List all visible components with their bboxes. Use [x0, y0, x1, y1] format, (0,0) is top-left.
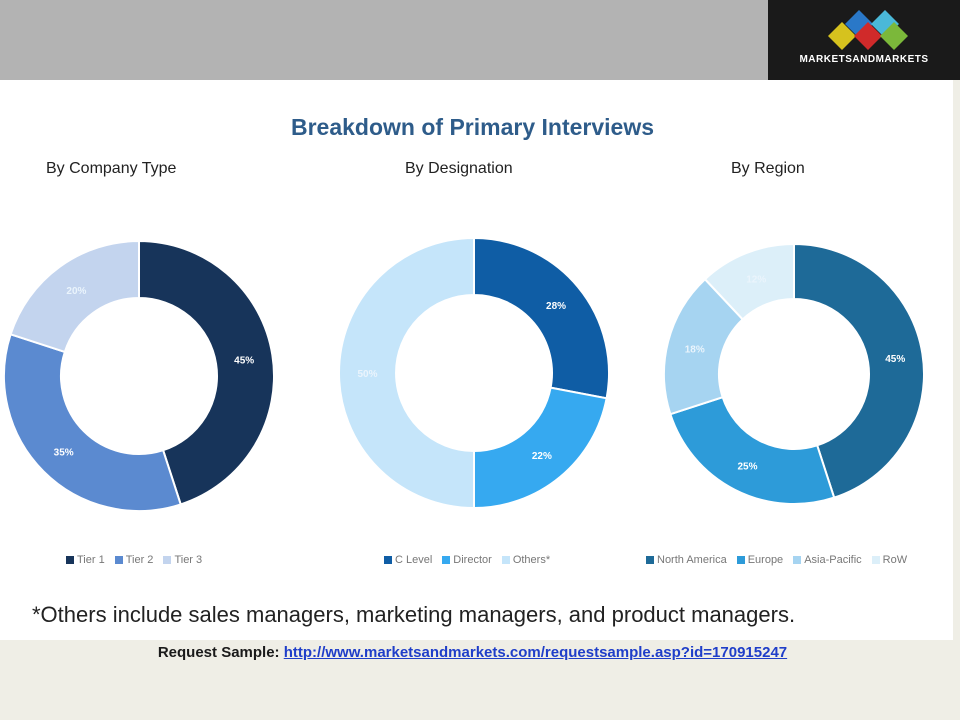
legend-item-tier-1: Tier 1: [66, 554, 105, 566]
legend-label: Tier 1: [77, 554, 105, 566]
footnote: *Others include sales managers, marketin…: [32, 602, 796, 627]
legend-label: Tier 3: [174, 554, 203, 566]
legend-item-director: Director: [442, 554, 492, 566]
donut-designation: 28% 22% 50%: [338, 236, 610, 510]
slice-north-america: [793, 242, 925, 499]
logo-diamonds-icon: [828, 10, 908, 50]
legend-item-others: Others*: [501, 554, 551, 566]
legend-swatch: [66, 556, 74, 564]
slice-label-europe: 25%: [737, 461, 757, 472]
legend-swatch: [442, 556, 451, 564]
legend-region: North America Europe Asia-Pacific RoW: [646, 554, 907, 566]
slice-label-tier-3: 20%: [66, 286, 86, 297]
slice-label-asia-pacific: 18%: [685, 345, 705, 356]
subtitle-region: By Region: [731, 160, 805, 177]
slice-label-c-level: 28%: [546, 301, 566, 312]
legend-swatch: [871, 556, 880, 564]
legend-item-c-level: C Level: [384, 554, 432, 566]
legend-label: Europe: [747, 554, 784, 566]
logo[interactable]: MARKETSANDMARKETS: [768, 0, 960, 80]
legend-label: Tier 2: [125, 554, 154, 566]
legend-item-north-america: North America: [646, 554, 727, 566]
legend-item-europe: Europe: [736, 554, 784, 566]
request-label: Request Sample:: [157, 644, 280, 661]
slice-label-others: 50%: [357, 369, 377, 380]
legend-swatch: [646, 556, 654, 564]
legend-item-tier-2: Tier 2: [114, 554, 154, 566]
legend-swatch: [114, 556, 123, 564]
chart-panel: Breakdown of Primary Interviews By Compa…: [0, 80, 953, 640]
slice-director: [473, 386, 608, 510]
legend-label: RoW: [882, 554, 908, 566]
slice-label-tier-2: 35%: [54, 447, 74, 458]
slice-label-director: 22%: [532, 451, 552, 462]
legend-swatch: [163, 556, 172, 564]
slice-tier-3: [9, 239, 140, 354]
legend-label: Others*: [512, 554, 551, 566]
donut-company-type: 45% 35% 20%: [3, 239, 275, 512]
slice-europe: [669, 395, 836, 505]
subtitle-company-type: By Company Type: [46, 160, 177, 177]
slice-others: [338, 236, 475, 510]
legend-swatch: [501, 556, 510, 564]
legend-item-row: RoW: [871, 554, 908, 566]
slice-label-tier-1: 45%: [234, 355, 254, 366]
slice-tier-1: [138, 239, 275, 506]
legend-swatch: [736, 556, 745, 564]
legend-label: Asia-Pacific: [804, 554, 862, 566]
subtitle-designation: By Designation: [405, 160, 513, 177]
legend-label: North America: [657, 554, 727, 566]
legend-company-type: Tier 1 Tier 2 Tier 3: [66, 554, 202, 566]
slice-tier-2: [3, 333, 182, 512]
request-sample: Request Sample: http://www.marketsandmar…: [0, 644, 945, 661]
legend-label: Director: [453, 554, 492, 566]
legend-swatch: [384, 556, 392, 564]
slice-label-north-america: 45%: [885, 354, 905, 365]
legend-item-asia-pacific: Asia-Pacific: [793, 554, 862, 566]
logo-text: MARKETSANDMARKETS: [799, 54, 929, 65]
slice-row: [703, 242, 795, 321]
donut-region: 45% 25% 18% 12%: [663, 242, 925, 505]
legend-swatch: [793, 556, 802, 564]
request-sample-link[interactable]: http://www.marketsandmarkets.com/request…: [283, 644, 788, 661]
legend-designation: C Level Director Others*: [384, 554, 550, 566]
legend-label: C Level: [395, 554, 433, 566]
slice-c-level: [473, 236, 610, 400]
chart-title: Breakdown of Primary Interviews: [290, 114, 654, 140]
legend-item-tier-3: Tier 3: [163, 554, 202, 566]
slice-label-row: 12%: [746, 275, 766, 286]
